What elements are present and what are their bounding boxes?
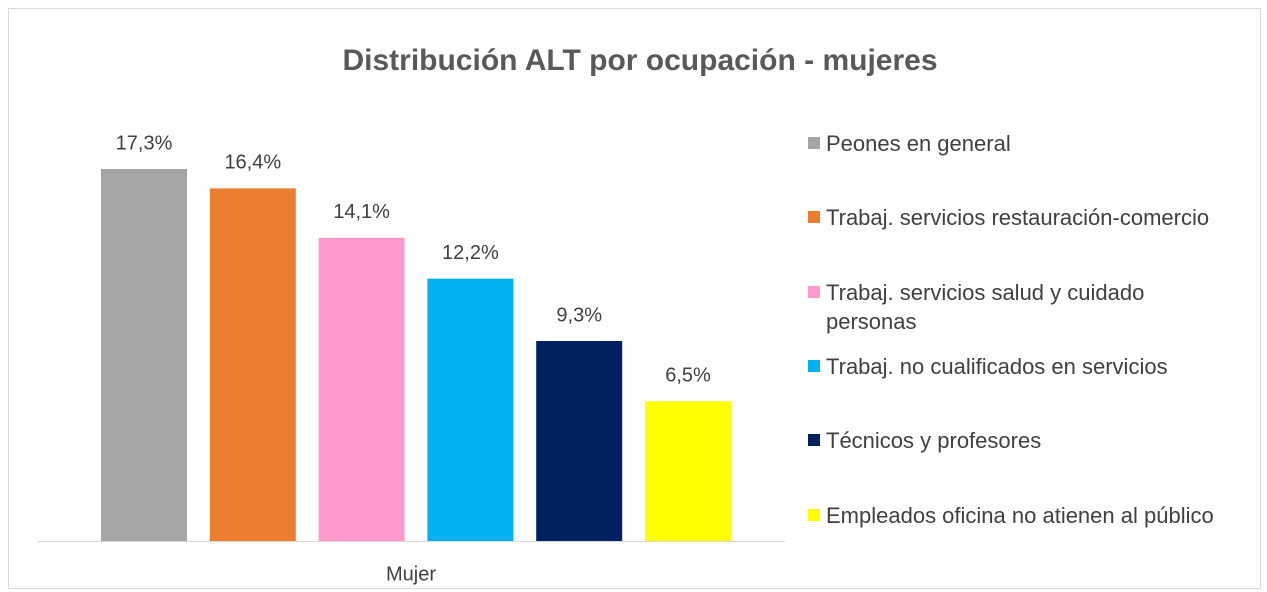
bar: [536, 341, 623, 541]
legend-label: Técnicos y profesores: [826, 428, 1042, 454]
legend-label: Trabaj. servicios salud y cuidado person…: [826, 279, 1145, 334]
legend-item: Técnicos y profesores: [808, 426, 1228, 455]
bar: [101, 169, 187, 541]
x-tick-label: Mujer: [386, 563, 436, 585]
chart-title: Distribución ALT por ocupación - mujeres: [342, 44, 937, 77]
legend-swatch: [808, 434, 820, 447]
legend-item: Trabaj. servicios salud y cuidado person…: [808, 278, 1228, 336]
data-label: 12,2%: [442, 242, 499, 264]
legend-swatch: [808, 508, 820, 521]
legend-label: Trabaj. no cualificados en servicios: [826, 353, 1168, 379]
data-label: 17,3%: [116, 132, 173, 154]
bar: [318, 237, 405, 541]
legend-label: Trabaj. servicios restauración-comercio: [826, 205, 1210, 231]
legend-item: Empleados oficina no atienen al público: [808, 501, 1228, 530]
legend-item: Trabaj. servicios restauración-comercio: [808, 203, 1228, 232]
legend-label: Peones en general: [826, 131, 1011, 156]
data-label: 9,3%: [556, 304, 602, 326]
bar: [645, 401, 731, 541]
legend-swatch: [808, 359, 820, 372]
data-label: 14,1%: [333, 201, 390, 223]
legend-swatch: [808, 137, 820, 149]
legend-swatch: [808, 211, 820, 224]
bar: [427, 278, 514, 541]
legend-item: Trabaj. no cualificados en servicios: [808, 352, 1228, 381]
legend-swatch: [808, 285, 820, 298]
data-label: 6,5%: [665, 365, 711, 387]
data-label: 16,4%: [224, 152, 281, 174]
legend-item: Peones en general: [808, 129, 1228, 158]
legend-label: Empleados oficina no atienen al público: [826, 502, 1214, 528]
bar: [209, 188, 296, 541]
